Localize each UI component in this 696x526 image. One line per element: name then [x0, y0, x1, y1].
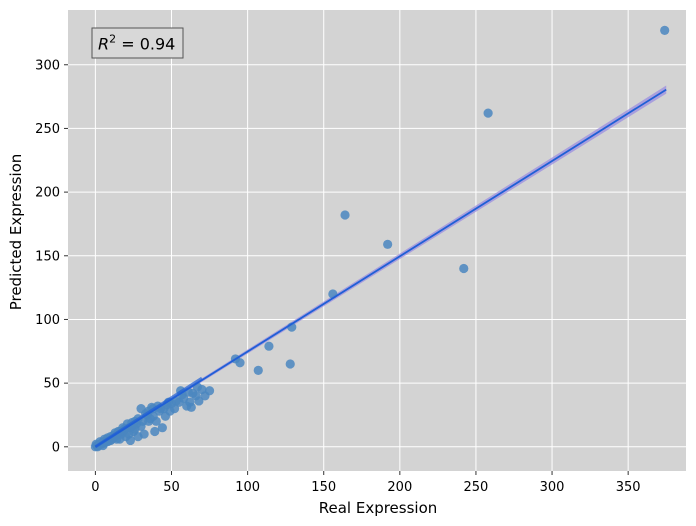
x-tick-label: 50: [163, 480, 180, 495]
y-tick-label: 150: [35, 249, 60, 264]
x-tick-label: 350: [616, 480, 641, 495]
data-point: [165, 406, 175, 416]
data-point: [194, 396, 204, 406]
x-tick-label: 300: [540, 480, 565, 495]
x-tick-label: 0: [91, 480, 99, 495]
data-point: [253, 365, 263, 375]
data-point: [483, 108, 493, 118]
x-tick-label: 100: [235, 480, 260, 495]
data-point: [186, 402, 196, 412]
data-point: [264, 341, 274, 351]
r-squared-annotation: R2 = 0.94: [91, 27, 184, 59]
x-axis-label: Real Expression: [319, 499, 438, 517]
data-point: [150, 426, 160, 437]
x-tick-label: 250: [464, 480, 489, 495]
data-point: [340, 210, 350, 220]
grid-lines: [68, 10, 686, 471]
data-point: [136, 421, 146, 432]
data-point: [148, 411, 158, 421]
x-tick-label: 200: [387, 480, 412, 495]
y-tick-label: 50: [43, 377, 60, 392]
x-tick-label: 150: [311, 480, 336, 495]
annotation-text: R2 = 0.94: [98, 33, 175, 54]
fit-line-cluster-overlay: [94, 376, 203, 449]
data-point: [660, 25, 670, 35]
y-tick-label: 100: [35, 313, 60, 328]
data-point: [112, 434, 122, 444]
annotation-box: [91, 27, 184, 59]
y-tick-label: 200: [35, 186, 60, 201]
data-point: [157, 423, 167, 433]
y-tick-label: 0: [52, 440, 60, 455]
data-point: [124, 429, 134, 439]
y-tick-label: 250: [35, 122, 60, 137]
regression-line: [94, 88, 667, 449]
y-tick-label: 300: [35, 58, 60, 73]
y-axis-label: Predicted Expression: [7, 154, 25, 311]
data-point: [459, 263, 469, 274]
plot-area: [68, 10, 686, 471]
data-point: [383, 239, 393, 249]
data-point: [285, 359, 295, 369]
y-axis-ticks: 0 50 100 150 200 250 300: [35, 58, 68, 455]
x-axis-ticks: 0 50 100 150 200 250 300 350: [91, 471, 641, 495]
data-point: [235, 358, 245, 368]
